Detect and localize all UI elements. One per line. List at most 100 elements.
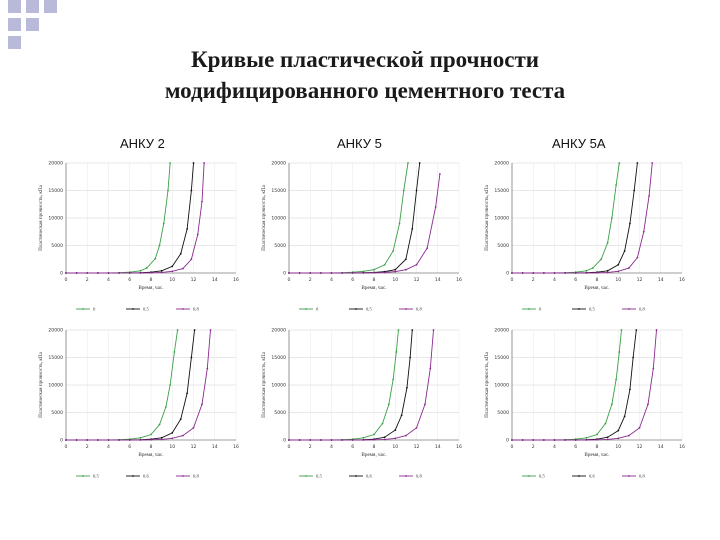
x-tick-label: 0 (511, 444, 514, 450)
legend-label: 0,8 (193, 307, 199, 313)
data-point (521, 439, 524, 441)
data-point (75, 439, 78, 441)
x-tick-label: 4 (107, 277, 110, 283)
x-tick-label: 16 (679, 277, 685, 283)
legend-marker (528, 475, 530, 477)
y-axis-label: Пластическая прочность, кПа (38, 184, 44, 250)
column-heading-anku5: АНКУ 5 (337, 136, 382, 151)
legend-label: 0,8 (639, 474, 645, 480)
series-line (66, 162, 205, 274)
y-tick-label: 15000 (271, 188, 286, 194)
data-point (415, 189, 418, 192)
y-tick-label: 10000 (271, 383, 286, 389)
legend-label: 0,6 (366, 474, 372, 480)
data-point (150, 271, 152, 274)
data-point (402, 189, 405, 192)
x-tick-label: 2 (86, 277, 89, 283)
data-point (532, 272, 535, 274)
y-tick-label: 5000 (497, 410, 509, 416)
data-point (65, 439, 67, 441)
x-tick-label: 4 (107, 444, 110, 450)
data-point (600, 258, 603, 261)
legend-marker (628, 308, 630, 310)
x-tick-label: 12 (414, 277, 420, 283)
data-point (394, 268, 397, 271)
x-tick-label: 6 (128, 277, 131, 283)
x-axis-label: Время, час. (584, 452, 609, 458)
data-point (160, 438, 163, 441)
x-tick-label: 6 (574, 444, 577, 450)
data-point (190, 189, 193, 192)
data-point (373, 438, 375, 441)
data-point (521, 272, 524, 274)
x-tick-label: 0 (65, 444, 68, 450)
data-point (620, 329, 623, 331)
data-point (627, 434, 630, 437)
y-tick-label: 0 (60, 438, 63, 444)
data-point (118, 439, 121, 441)
data-point (362, 272, 365, 274)
data-point (394, 270, 397, 273)
data-point (203, 162, 206, 164)
y-tick-label: 15000 (48, 188, 63, 194)
y-tick-label: 20000 (48, 161, 63, 167)
data-point (330, 439, 333, 441)
data-point (387, 403, 390, 406)
data-point (394, 429, 397, 431)
x-tick-label: 2 (86, 444, 89, 450)
legend-label: 0 (93, 307, 96, 312)
data-point (617, 429, 620, 432)
data-point (362, 436, 365, 439)
data-point (150, 433, 152, 436)
data-point (407, 162, 409, 164)
series-line (512, 162, 653, 274)
data-point (181, 434, 184, 437)
y-tick-label: 10000 (494, 383, 509, 389)
data-point (651, 162, 654, 164)
data-point (635, 329, 638, 331)
x-tick-label: 16 (456, 444, 462, 450)
data-point (128, 272, 131, 274)
y-tick-label: 20000 (494, 161, 509, 167)
chart-panel-row2-col3: 0 5000 10000 15000 20000 0 2 4 6 8 10 12 14 16 Пластич… (476, 322, 688, 487)
x-tick-label: 4 (330, 277, 333, 283)
data-point (542, 439, 545, 441)
chart-svg: 0 5000 10000 15000 20000 0 2 4 6 8 10 12 14 16 Пластич… (38, 328, 239, 480)
data-point (169, 162, 172, 164)
x-tick-label: 16 (233, 444, 239, 450)
data-point (415, 263, 418, 266)
chart-svg: 0 5000 10000 15000 20000 0 2 4 6 8 10 12 14 16 Пластич… (261, 328, 462, 480)
legend-label: 0,8 (193, 474, 199, 480)
y-tick-label: 20000 (271, 161, 286, 167)
data-point (574, 439, 577, 441)
x-tick-label: 0 (65, 277, 68, 283)
data-point (139, 439, 142, 441)
x-tick-label: 10 (615, 277, 621, 283)
data-point (193, 329, 196, 331)
y-tick-label: 15000 (494, 355, 509, 361)
y-tick-label: 0 (283, 271, 286, 277)
legend-marker (355, 308, 357, 310)
y-tick-label: 5000 (274, 243, 286, 249)
data-point (173, 351, 176, 353)
chart-svg: 0 5000 10000 15000 20000 0 2 4 6 8 10 12 14 16 Пластич… (38, 161, 239, 313)
y-tick-label: 0 (506, 271, 509, 277)
data-point (623, 415, 626, 418)
data-point (617, 437, 620, 440)
data-point (65, 272, 67, 274)
y-tick-label: 20000 (48, 328, 63, 334)
x-tick-label: 12 (637, 444, 643, 450)
y-tick-label: 15000 (271, 355, 286, 361)
data-point (186, 392, 189, 395)
data-point (192, 162, 195, 164)
data-point (179, 252, 182, 255)
y-tick-label: 10000 (494, 216, 509, 222)
data-point (86, 439, 89, 441)
page-title-line1: Кривые пластической прочности (190, 47, 540, 72)
data-point (394, 437, 397, 440)
y-tick-label: 15000 (494, 188, 509, 194)
data-point (162, 222, 165, 225)
x-tick-label: 14 (212, 277, 218, 283)
data-point (171, 265, 174, 268)
chart-panel-row1-col1: 0 5000 10000 15000 20000 0 2 4 6 8 10 12 14 16 Пластич… (30, 155, 242, 320)
